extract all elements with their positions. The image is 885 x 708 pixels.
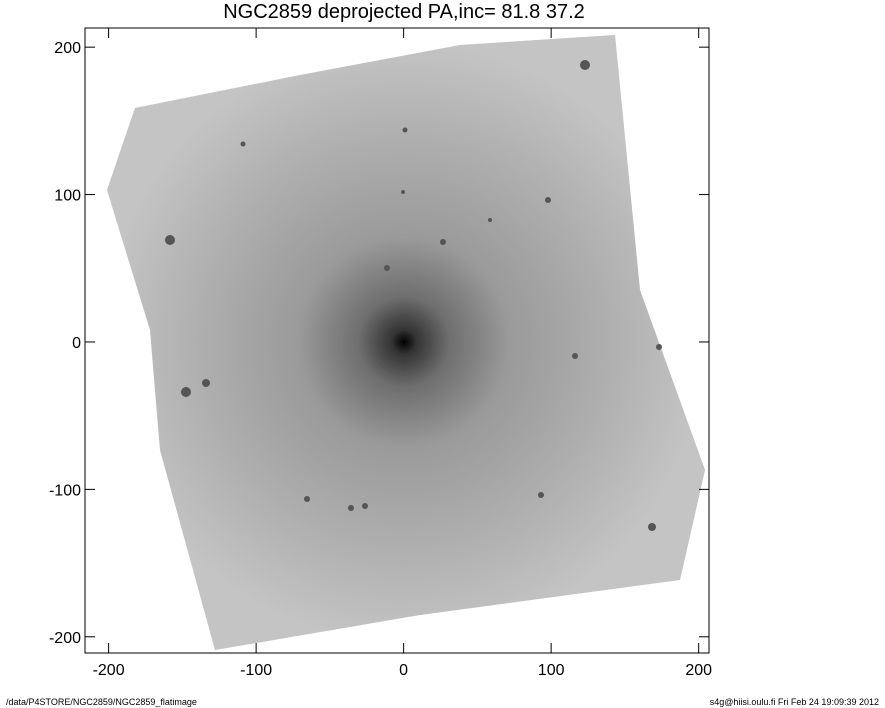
footer-right: s4g@hiisi.oulu.fi Fri Feb 24 19:09:39 20… — [710, 697, 879, 707]
y-tick-label: -100 — [49, 482, 81, 499]
x-tick-label: -200 — [93, 662, 125, 679]
galaxy-image — [107, 35, 705, 650]
plot-frame — [84, 27, 710, 654]
y-tick-label: 0 — [72, 335, 81, 352]
y-tick-label: 200 — [54, 40, 81, 57]
y-tick-label: -200 — [49, 630, 81, 647]
x-tick-label: 200 — [685, 662, 712, 679]
footer-left: /data/P4STORE/NGC2859/NGC2859_flatimage — [6, 697, 197, 707]
y-tick-label: 100 — [54, 188, 81, 205]
x-tick-label: 100 — [538, 662, 565, 679]
x-tick-label: 0 — [399, 662, 408, 679]
x-tick-label: -100 — [240, 662, 272, 679]
chart-title: NGC2859 deprojected PA,inc= 81.8 37.2 — [223, 1, 585, 23]
